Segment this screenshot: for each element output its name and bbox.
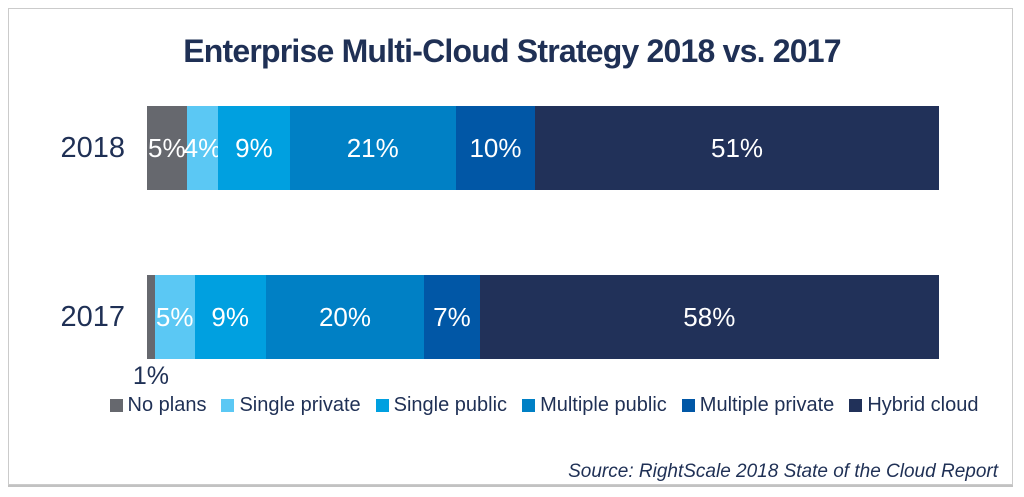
source-caption: Source: RightScale 2018 State of the Clo… bbox=[568, 461, 998, 482]
segment-no-plans: 5% bbox=[147, 106, 187, 190]
legend: No plans Single private Single public Multi… bbox=[84, 391, 1004, 419]
legend-label: Single public bbox=[393, 393, 508, 416]
segment-value-label: 9% bbox=[235, 132, 273, 163]
legend-item-single-private: Single private bbox=[221, 393, 361, 417]
segment-no-plans bbox=[147, 275, 155, 359]
legend-item-multiple-public: Multiple public bbox=[522, 394, 667, 417]
segment-value-label: 51% bbox=[711, 132, 764, 163]
segment-value-label: 9% bbox=[211, 301, 249, 332]
legend-swatch bbox=[375, 398, 389, 412]
stacked-bar-2017: 5% 9% 20% 7% 58% bbox=[147, 275, 939, 359]
bar-row-2018: 2018 5% 4% 9% 21% 10% 51% bbox=[0, 106, 1024, 190]
stacked-bar-2018: 5% 4% 9% 21% 10% 51% bbox=[147, 106, 939, 190]
segment-hybrid-cloud: 58% bbox=[479, 275, 939, 359]
segment-value-label: 10% bbox=[469, 132, 522, 163]
segment-single-public: 9% bbox=[218, 106, 290, 190]
segment-value-label: 58% bbox=[683, 301, 736, 332]
legend-swatch bbox=[109, 398, 123, 412]
legend-label: Single private bbox=[239, 393, 361, 416]
segment-value-label: 7% bbox=[433, 301, 471, 332]
legend-label: Hybrid cloud bbox=[867, 393, 979, 416]
legend-swatch bbox=[522, 398, 536, 412]
segment-value-label: 5% bbox=[155, 301, 194, 332]
legend-label: Multiple private bbox=[699, 393, 835, 416]
segment-multiple-private: 7% bbox=[424, 275, 480, 359]
segment-multiple-public: 21% bbox=[289, 106, 456, 190]
segment-value-label-outside: 1% bbox=[132, 362, 170, 390]
segment-single-private: 4% bbox=[183, 106, 222, 190]
legend-item-hybrid-cloud: Hybrid cloud bbox=[849, 394, 978, 417]
segment-value-label: 20% bbox=[318, 301, 372, 332]
segment-value-label: 4% bbox=[183, 132, 222, 163]
legend-label: Multiple public bbox=[540, 393, 667, 416]
legend-item-no-plans: No plans bbox=[109, 393, 207, 417]
segment-single-public: 9% bbox=[194, 275, 266, 359]
year-label: 2018 bbox=[60, 132, 125, 164]
segment-multiple-public: 20% bbox=[265, 275, 425, 359]
legend-swatch bbox=[849, 398, 863, 412]
segment-hybrid-cloud: 51% bbox=[535, 106, 939, 190]
segment-single-private: 5% bbox=[154, 275, 195, 359]
bar-row-2017: 2017 5% 9% 20% 7% 58% 1% bbox=[0, 275, 1024, 390]
segment-value-label: 21% bbox=[346, 132, 399, 163]
chart-title: Enterprise Multi-Cloud Strategy 2018 vs.… bbox=[183, 33, 841, 69]
segment-multiple-private: 10% bbox=[455, 106, 536, 190]
year-label: 2017 bbox=[60, 301, 125, 333]
legend-swatch bbox=[681, 398, 695, 412]
legend-item-single-public: Single public bbox=[375, 393, 508, 417]
legend-item-multiple-private: Multiple private bbox=[681, 393, 835, 417]
legend-swatch bbox=[221, 398, 235, 412]
segment-value-label: 5% bbox=[148, 132, 186, 163]
legend-label: No plans bbox=[127, 393, 207, 416]
